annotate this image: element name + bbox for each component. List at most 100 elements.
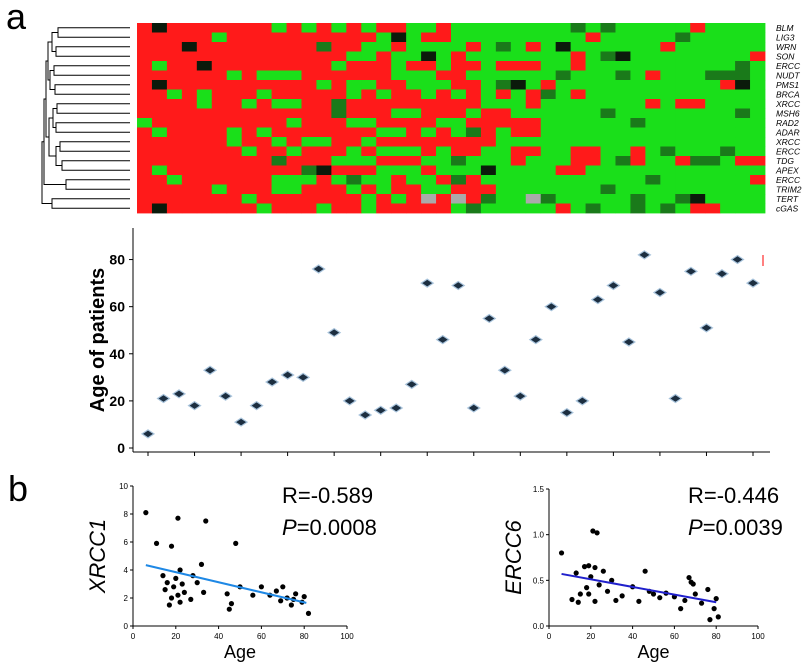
heatmap-cell <box>226 194 243 204</box>
gene-label: SON <box>776 51 795 61</box>
data-point <box>177 567 183 573</box>
heatmap-cell <box>585 108 601 119</box>
heatmap-cell <box>301 127 317 138</box>
age-data-point <box>513 391 528 401</box>
heatmap-cell <box>391 165 407 176</box>
heatmap-cell <box>585 42 601 52</box>
heatmap-cell <box>376 156 392 166</box>
data-point <box>692 591 698 597</box>
heatmap-cell <box>226 80 243 90</box>
heatmap-cell <box>630 194 646 204</box>
heatmap-cell <box>540 175 557 185</box>
heatmap-cell <box>675 70 691 81</box>
data-point <box>713 596 719 602</box>
heatmap-cell <box>406 61 422 71</box>
heatmap-cell <box>525 99 542 109</box>
heatmap-cell <box>316 108 332 119</box>
heatmap-cell <box>271 42 287 52</box>
heatmap-cell <box>211 99 228 109</box>
heatmap-cell <box>436 156 452 166</box>
p-value: P=0.0039 <box>688 515 783 540</box>
heatmap-cell <box>226 156 243 166</box>
heatmap-cell <box>570 23 586 33</box>
heatmap-cell <box>675 89 691 100</box>
heatmap-cell <box>555 32 572 43</box>
heatmap-cell <box>510 203 527 214</box>
heatmap-cell <box>555 118 572 128</box>
heatmap-cell <box>211 146 228 157</box>
heatmap-cell <box>645 108 661 119</box>
age-data-point <box>637 250 652 260</box>
heatmap-cell <box>480 137 497 147</box>
heatmap-cell <box>271 61 287 71</box>
age-data-point <box>265 377 280 387</box>
heatmap-cell <box>540 61 557 71</box>
heatmap-cell <box>256 146 272 157</box>
heatmap-cell <box>391 156 407 166</box>
heatmap-cell <box>331 146 347 157</box>
heatmap-cell <box>151 165 168 176</box>
heatmap-cell <box>600 32 616 43</box>
heatmap-cell <box>555 61 572 71</box>
heatmap-cell <box>241 70 258 81</box>
heatmap-cell <box>421 23 437 33</box>
heatmap-cell <box>615 70 631 81</box>
heatmap-cell <box>286 203 302 214</box>
heatmap-cell <box>151 184 168 195</box>
heatmap-cell <box>630 118 646 128</box>
heatmap-cell <box>690 118 706 128</box>
heatmap-cell <box>256 70 272 81</box>
gene-label-list: BLMLIG3WRNSONERCCNUDTPMS1BRCAXRCCMSH6RAD… <box>775 23 802 213</box>
heatmap-cell <box>226 118 243 128</box>
data-point <box>594 530 600 536</box>
heatmap-cell <box>495 203 512 214</box>
heatmap-cell <box>690 23 706 33</box>
heatmap-cell <box>495 42 512 52</box>
heatmap-cell <box>465 137 482 147</box>
heatmap-cell <box>600 184 616 195</box>
heatmap-cell <box>376 127 392 138</box>
heatmap-cell <box>660 70 676 81</box>
heatmap-cell <box>690 146 706 157</box>
heatmap-cell <box>421 118 437 128</box>
heatmap-cell <box>181 99 198 109</box>
heatmap-cell <box>241 146 258 157</box>
x-axis-title: Age <box>224 642 256 662</box>
heatmap-cell <box>615 99 631 109</box>
heatmap-cell <box>346 175 362 185</box>
y-tick-label: 10 <box>119 482 128 491</box>
heatmap-cell <box>600 127 616 138</box>
heatmap-cell <box>600 175 616 185</box>
heatmap-cell <box>271 165 287 176</box>
heatmap-cell <box>406 137 422 147</box>
heatmap-cell <box>735 99 751 109</box>
heatmap-cell <box>675 108 691 119</box>
data-point <box>162 587 168 593</box>
heatmap-cell <box>645 42 661 52</box>
p-symbol: P <box>688 515 703 540</box>
heatmap-cell <box>735 118 751 128</box>
heatmap-cell <box>316 184 332 195</box>
heatmap-cell <box>211 137 228 147</box>
heatmap-cell <box>421 51 437 62</box>
heatmap-cell <box>196 80 213 90</box>
data-point <box>619 593 625 599</box>
heatmap-cell <box>241 89 258 100</box>
heatmap-cell <box>361 80 377 90</box>
heatmap-cell <box>211 42 228 52</box>
heatmap-cell <box>166 146 183 157</box>
heatmap-cell <box>645 70 661 81</box>
heatmap-cell <box>406 146 422 157</box>
heatmap-cell <box>690 32 706 43</box>
heatmap-cell <box>705 42 721 52</box>
heatmap-cell <box>256 108 272 119</box>
heatmap-cell <box>301 146 317 157</box>
heatmap-cell <box>361 89 377 100</box>
heatmap-cell <box>286 61 302 71</box>
heatmap-cell <box>645 51 661 62</box>
heatmap-cell <box>735 175 751 185</box>
heatmap-cell <box>645 165 661 176</box>
heatmap-cell <box>675 165 691 176</box>
heatmap-cell <box>226 184 243 195</box>
data-point <box>613 597 619 604</box>
